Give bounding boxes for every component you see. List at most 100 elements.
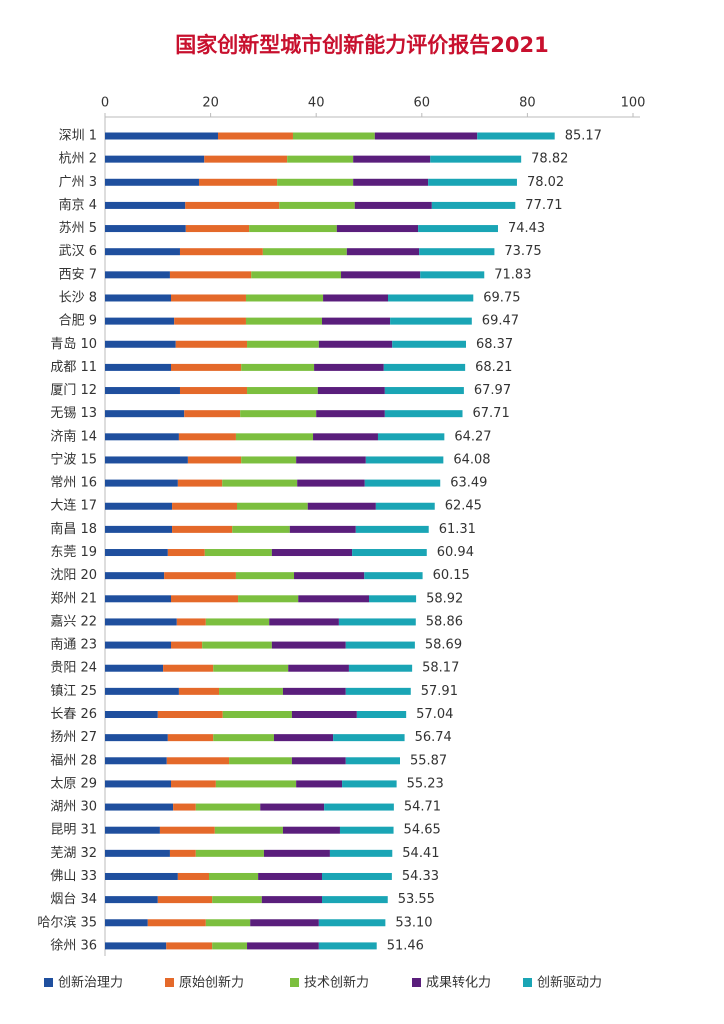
bar-segment <box>187 456 242 464</box>
bar-segment <box>174 317 246 325</box>
total-label: 78.02 <box>527 175 564 190</box>
total-label: 60.15 <box>433 568 470 583</box>
bar-segment <box>179 387 248 395</box>
bar-segment <box>238 595 299 603</box>
bar-segment <box>247 340 319 348</box>
bar-segment <box>105 433 179 441</box>
category-label: 常州 16 <box>50 476 97 491</box>
bar-segment <box>237 502 308 510</box>
total-label: 67.71 <box>473 406 510 421</box>
category-label: 昆明 31 <box>50 823 97 838</box>
bar-segment <box>105 387 180 395</box>
total-label: 57.91 <box>421 684 458 699</box>
bar-segment <box>105 919 148 927</box>
bar-segment <box>105 549 168 557</box>
category-label: 南昌 18 <box>50 521 97 537</box>
bar-segment <box>364 572 423 580</box>
total-label: 56.74 <box>415 730 452 745</box>
bar-segment <box>339 826 394 834</box>
bar-segment <box>105 340 176 348</box>
category-label: 佛山 33 <box>50 869 97 884</box>
category-label: 南通 23 <box>50 637 97 653</box>
bar-segment <box>345 641 415 649</box>
category-label: 成都 11 <box>50 360 97 375</box>
x-tick-label: 20 <box>202 96 219 111</box>
total-label: 55.87 <box>410 753 447 768</box>
bar-segment <box>307 502 376 510</box>
bar-segment <box>247 942 319 950</box>
category-label: 沈阳 20 <box>50 568 97 583</box>
bar-segment <box>298 595 369 603</box>
legend-label: 创新驱动力 <box>537 975 602 991</box>
bar-segment <box>369 595 417 603</box>
total-label: 55.23 <box>407 776 444 791</box>
bar-segment <box>377 433 445 441</box>
bar-segment <box>353 178 429 186</box>
category-label: 无锡 13 <box>50 406 97 421</box>
bar-segment <box>317 387 385 395</box>
bar-segment <box>157 896 213 904</box>
bar-segment <box>212 896 262 904</box>
bar-segment <box>314 363 384 371</box>
bar-segment <box>269 618 339 626</box>
bar-segment <box>171 363 242 371</box>
bar-segment <box>384 387 464 395</box>
total-label: 67.97 <box>474 383 511 398</box>
legend-label: 原始创新力 <box>179 975 244 991</box>
bar-segment <box>390 317 472 325</box>
bar-segment <box>294 572 365 580</box>
total-label: 64.08 <box>453 452 490 467</box>
bar-segment <box>202 641 272 649</box>
bar-segment <box>241 456 297 464</box>
bar-segment <box>245 294 324 302</box>
chart-title: 国家创新型城市创新能力评价报告2021 <box>175 33 548 57</box>
bar-segment <box>166 757 230 765</box>
bar-segment <box>352 549 427 557</box>
bar-segment <box>271 641 346 649</box>
bar-segment <box>258 872 323 880</box>
bar-segment <box>232 525 290 533</box>
bar-segment <box>163 664 214 672</box>
bar-segment <box>172 502 237 510</box>
bar-segment <box>195 849 264 857</box>
bar-segment <box>322 896 388 904</box>
category-label: 合肥 9 <box>59 314 97 329</box>
bar-segment <box>217 132 293 140</box>
bar-segment <box>241 363 315 371</box>
x-tick-label: 100 <box>621 96 646 111</box>
bar-segment <box>178 433 236 441</box>
bar-segment <box>282 826 340 834</box>
bar-segment <box>222 479 298 487</box>
bar-segment <box>204 155 288 163</box>
category-label: 嘉兴 22 <box>50 614 97 629</box>
bar-segment <box>222 711 292 718</box>
total-label: 54.71 <box>404 800 441 815</box>
total-label: 61.31 <box>439 522 476 537</box>
category-label: 长沙 8 <box>59 290 97 305</box>
bar-segment <box>336 225 419 233</box>
bar-segment <box>214 826 283 834</box>
bar-segment <box>235 572 295 580</box>
bar-segment <box>178 687 220 695</box>
category-label: 太原 29 <box>50 776 97 791</box>
category-label: 武汉 6 <box>59 244 97 259</box>
bar-segment <box>322 872 392 880</box>
bar-segment <box>105 641 171 649</box>
category-label: 长春 26 <box>50 707 97 722</box>
category-label: 镇江 25 <box>50 684 97 699</box>
bar-segment <box>249 225 337 233</box>
x-tick-label: 80 <box>519 96 536 111</box>
bar-segment <box>105 849 170 857</box>
bar-segment <box>172 525 233 533</box>
total-label: 71.83 <box>494 267 531 282</box>
bar-segment <box>354 201 432 209</box>
total-label: 77.71 <box>525 198 562 213</box>
bar-segment <box>105 317 175 325</box>
bar-segment <box>171 641 203 649</box>
bar-segment <box>279 201 355 209</box>
bar-segment <box>105 711 158 718</box>
category-label: 杭州 2 <box>59 152 97 167</box>
bar-segment <box>105 826 160 834</box>
bar-segment <box>171 294 246 302</box>
